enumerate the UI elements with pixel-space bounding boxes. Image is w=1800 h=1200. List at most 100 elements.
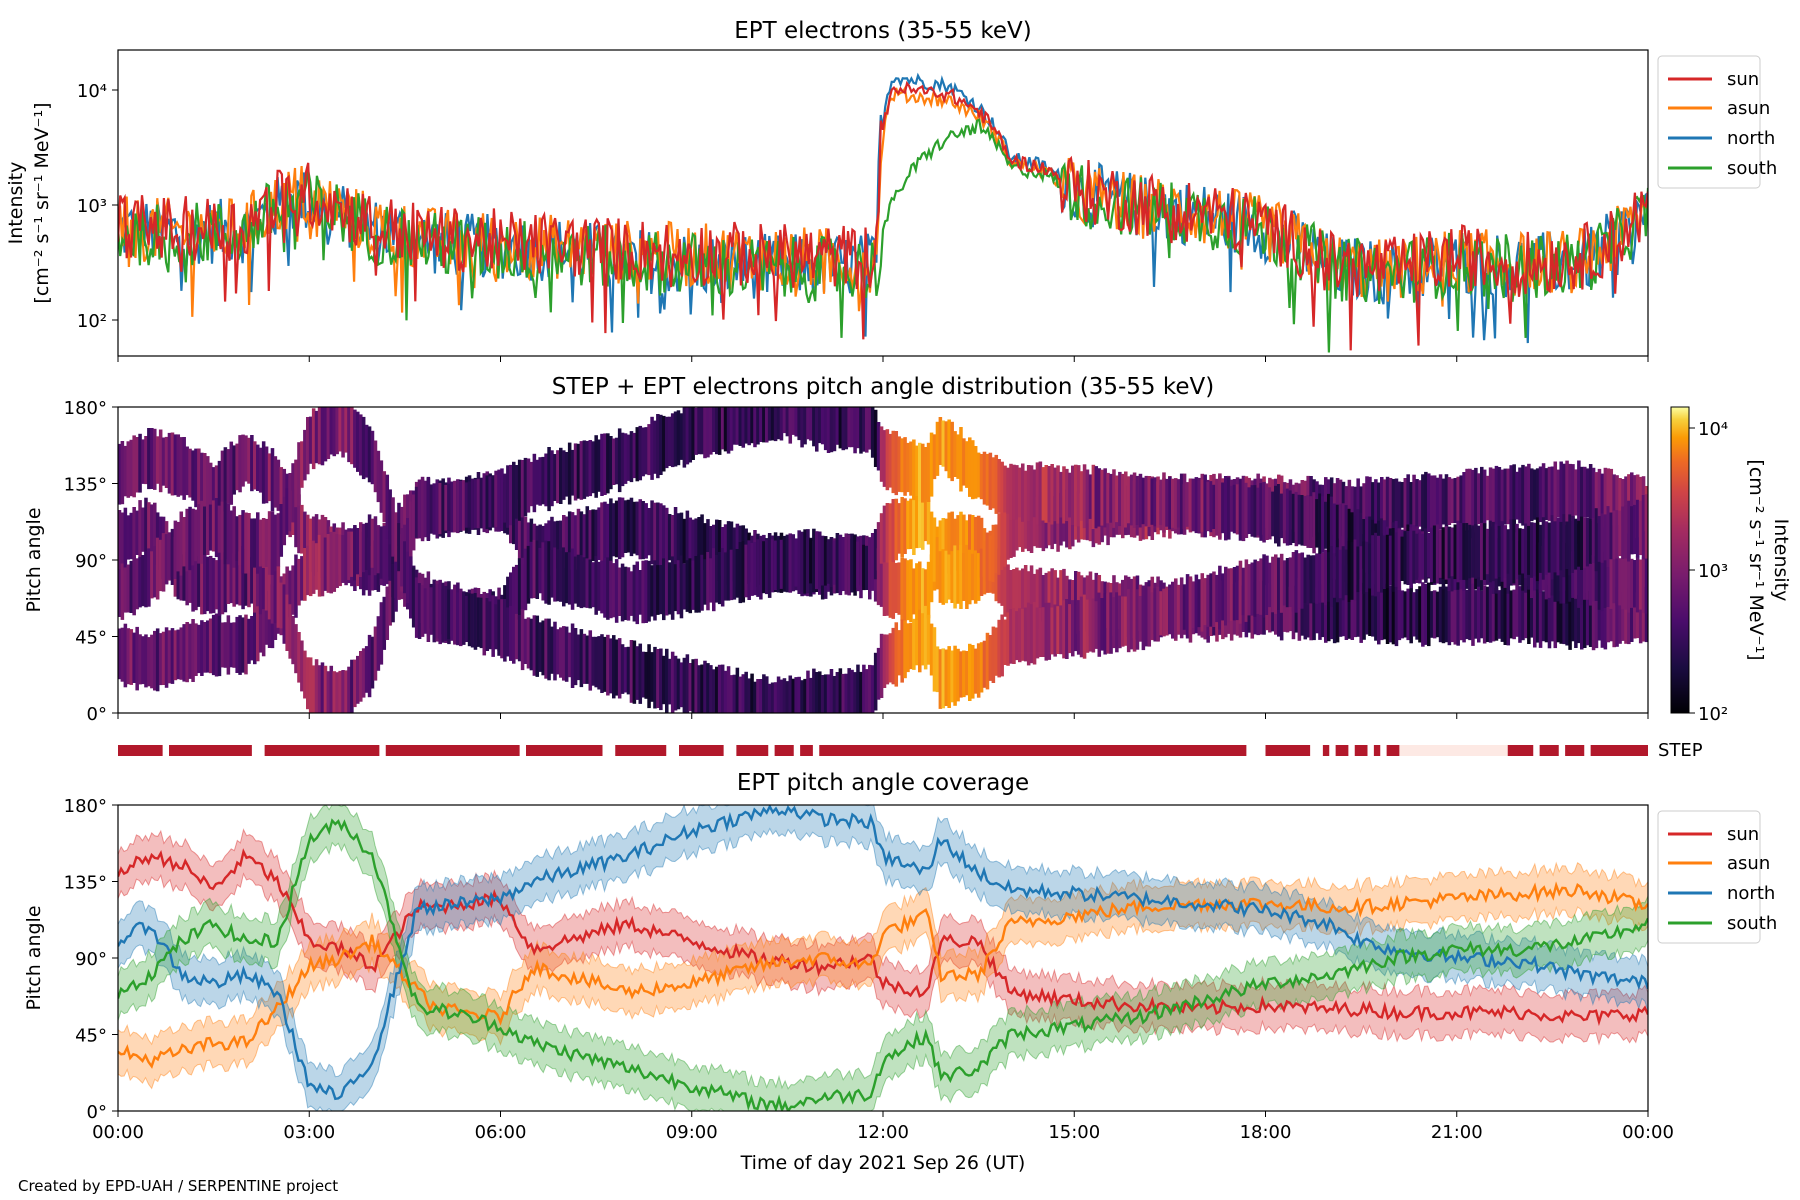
heatmap-cell — [503, 599, 507, 662]
heatmap-cell — [1374, 584, 1378, 641]
heatmap-cell — [267, 453, 272, 502]
heatmap-cell — [785, 681, 790, 713]
heatmap-cell — [862, 664, 866, 713]
heatmap-cell — [988, 535, 993, 581]
heatmap-cell — [323, 537, 328, 591]
heatmap-cell — [659, 648, 663, 711]
heatmap-cell — [729, 407, 734, 451]
heatmap-cell — [691, 519, 695, 568]
heatmap-cell — [1388, 478, 1393, 534]
heatmap-cell — [600, 634, 604, 693]
heatmap-cell — [118, 443, 122, 505]
heatmap-cell — [417, 480, 422, 538]
heatmap-cell — [376, 616, 381, 671]
heatmap-cell — [694, 556, 698, 613]
heatmap-cell — [547, 447, 551, 512]
heatmap-cell — [750, 407, 754, 444]
heatmap-cell — [897, 436, 901, 492]
heatmap-cell — [350, 659, 354, 713]
heatmap-cell — [203, 622, 207, 673]
heatmap-cell — [256, 602, 260, 662]
heatmap-cell — [138, 500, 142, 563]
heatmap-cell — [247, 618, 251, 664]
heatmap-cell — [353, 659, 357, 708]
heatmap-cell — [1638, 586, 1643, 644]
heatmap-cell — [697, 407, 701, 455]
x-tick-label: 18:00 — [1240, 1122, 1292, 1143]
heatmap-cell — [118, 510, 122, 575]
heatmap-cell — [812, 407, 816, 447]
heatmap-cell — [962, 438, 966, 486]
heatmap-cell — [532, 453, 537, 513]
heatmap-cell — [1324, 549, 1328, 606]
heatmap-cell — [444, 585, 448, 642]
heatmap-cell — [794, 677, 798, 713]
heatmap-cell — [570, 449, 575, 496]
heatmap-cell — [994, 627, 999, 676]
heatmap-cell — [1577, 543, 1581, 608]
heatmap-cell — [176, 543, 181, 600]
heatmap-cell — [753, 407, 757, 448]
heatmap-cell — [1471, 469, 1475, 529]
heatmap-cell — [158, 633, 163, 686]
heatmap-cell — [141, 636, 145, 685]
heatmap-cell — [244, 435, 248, 482]
heatmap-cell — [1444, 586, 1449, 643]
heatmap-cell — [991, 626, 996, 683]
heatmap-cell — [223, 447, 228, 512]
heatmap-cell — [297, 558, 301, 606]
heatmap-cell — [1335, 504, 1340, 557]
heatmap-cell — [1603, 467, 1608, 528]
heatmap-cell — [1168, 587, 1172, 635]
heatmap-cell — [1074, 464, 1078, 527]
heatmap-cell — [659, 414, 663, 475]
heatmap-cell — [1203, 578, 1207, 626]
heatmap-cell — [459, 480, 463, 531]
heatmap-cell — [1583, 517, 1587, 569]
heatmap-cell — [670, 413, 675, 468]
heatmap-cell — [1188, 478, 1193, 531]
heatmap-cell — [706, 663, 710, 713]
heatmap-cell — [1618, 558, 1622, 606]
heatmap-cell — [1465, 589, 1469, 640]
heatmap-cell — [588, 510, 593, 563]
heatmap-cell — [938, 551, 943, 603]
heatmap-cell — [1556, 469, 1561, 518]
heatmap-cell — [161, 631, 166, 685]
heatmap-cell — [1459, 588, 1463, 641]
heatmap-cell — [1556, 517, 1561, 576]
heatmap-cell — [167, 532, 172, 580]
heatmap-cell — [285, 488, 289, 535]
heatmap-cell — [903, 558, 907, 621]
heatmap-cell — [932, 517, 937, 582]
heatmap-cell — [1368, 543, 1372, 589]
heatmap-cell — [1421, 582, 1425, 647]
heatmap-cell — [485, 475, 490, 530]
heatmap-cell — [1044, 572, 1049, 625]
heatmap-cell — [641, 560, 645, 624]
step-coverage-segment — [526, 745, 603, 756]
heatmap-cell — [959, 651, 963, 698]
heatmap-cell — [1023, 607, 1028, 662]
heatmap-cell — [844, 407, 849, 450]
heatmap-cell — [944, 550, 949, 604]
heatmap-cell — [329, 665, 334, 713]
heatmap-cell — [1091, 598, 1096, 653]
heatmap-cell — [759, 407, 763, 442]
heatmap-cell — [644, 427, 648, 475]
heatmap-cell — [1485, 528, 1490, 575]
heatmap-cell — [576, 508, 581, 570]
heatmap-cell — [373, 440, 378, 493]
heatmap-cell — [1159, 591, 1163, 636]
heatmap-cell — [264, 518, 269, 567]
heatmap-cell — [876, 548, 881, 606]
heatmap-cell — [944, 421, 949, 472]
heatmap-cell — [238, 551, 242, 606]
heatmap-cell — [364, 522, 369, 570]
heatmap-cell — [264, 600, 269, 645]
heatmap-cell — [173, 434, 178, 496]
heatmap-cell — [1138, 473, 1143, 528]
heatmap-cell — [1618, 510, 1622, 557]
heatmap-cell — [1356, 478, 1360, 540]
heatmap-cell — [1621, 506, 1625, 559]
